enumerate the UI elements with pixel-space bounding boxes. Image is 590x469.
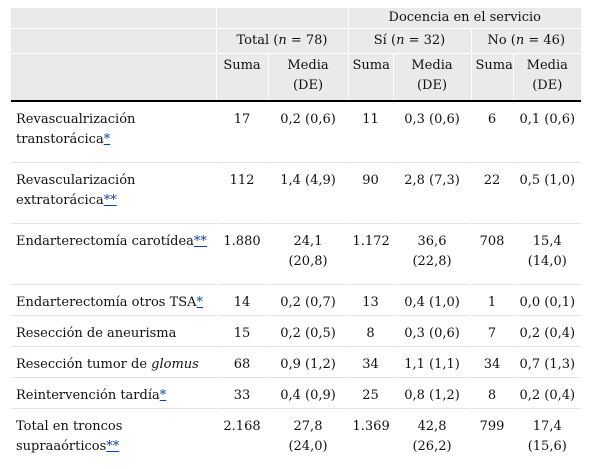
footnote-link[interactable]: ** (194, 234, 207, 249)
row-label: Endarterectomía carotídea** (11, 224, 216, 285)
footnote-link[interactable]: * (197, 295, 204, 310)
footnote-link[interactable]: ** (106, 439, 119, 454)
si-suma-cell: 25 (348, 378, 393, 409)
header-media: Media(DE) (268, 54, 348, 102)
total-media-cell: 0,9 (1,2) (268, 347, 348, 378)
header-empty-cell (216, 8, 348, 29)
header-empty-cell (11, 8, 216, 29)
total-media-cell: 1,4 (4,9) (268, 163, 348, 224)
total-suma-cell: 17 (216, 101, 268, 163)
si-suma-cell: 13 (348, 285, 393, 316)
si-media-cell: 0,4 (1,0) (393, 285, 471, 316)
row-label: Reintervención tardía* (11, 378, 216, 409)
si-suma-cell: 1.369 (348, 409, 393, 469)
header-empty-cell (11, 29, 216, 54)
footnote-link[interactable]: * (104, 132, 111, 147)
no-suma-cell: 708 (471, 224, 513, 285)
si-media-cell: 0,8 (1,2) (393, 378, 471, 409)
header-row-group: Docencia en el servicio (11, 8, 581, 29)
no-media-cell: 0,0 (0,1) (513, 285, 581, 316)
si-media-cell: 42,8 (26,2) (393, 409, 471, 469)
header-media: Media(DE) (513, 54, 581, 102)
total-media-cell: 0,2 (0,6) (268, 101, 348, 163)
total-suma-cell: 2.168 (216, 409, 268, 469)
no-media-cell: 17,4 (15,6) (513, 409, 581, 469)
no-suma-cell: 1 (471, 285, 513, 316)
si-media-cell: 0,3 (0,6) (393, 101, 471, 163)
footnote-link[interactable]: * (160, 388, 167, 403)
row-label: Revascualrización transtorácica* (11, 101, 216, 163)
no-media-cell: 0,2 (0,4) (513, 378, 581, 409)
no-media-cell: 0,5 (1,0) (513, 163, 581, 224)
total-media-cell: 0,2 (0,5) (268, 316, 348, 347)
si-media-cell: 1,1 (1,1) (393, 347, 471, 378)
row-label: Endarterectomía otros TSA* (11, 285, 216, 316)
no-media-cell: 0,7 (1,3) (513, 347, 581, 378)
footnote-link[interactable]: ** (104, 193, 117, 208)
total-media-cell: 24,1 (20,8) (268, 224, 348, 285)
header-suma: Suma (216, 54, 268, 102)
si-media-cell: 0,3 (0,6) (393, 316, 471, 347)
no-media-cell: 0,1 (0,6) (513, 101, 581, 163)
total-media-cell: 0,4 (0,9) (268, 378, 348, 409)
total-media-cell: 27,8 (24,0) (268, 409, 348, 469)
header-row-measures: Suma Media(DE) Suma Media(DE) Suma Media… (11, 54, 581, 102)
total-suma-cell: 112 (216, 163, 268, 224)
total-suma-cell: 15 (216, 316, 268, 347)
si-media-cell: 36,6 (22,8) (393, 224, 471, 285)
no-suma-cell: 7 (471, 316, 513, 347)
header-no-label: No (n = 46) (471, 29, 581, 54)
header-row-totals: Total (n = 78) Sí (n = 32) No (n = 46) (11, 29, 581, 54)
header-media: Media(DE) (393, 54, 471, 102)
row-label: Resección tumor de glomus (11, 347, 216, 378)
header-suma: Suma (348, 54, 393, 102)
si-suma-cell: 8 (348, 316, 393, 347)
si-media-cell: 2,8 (7,3) (393, 163, 471, 224)
si-suma-cell: 11 (348, 101, 393, 163)
total-suma-cell: 33 (216, 378, 268, 409)
no-suma-cell: 799 (471, 409, 513, 469)
header-total-label: Total (n = 78) (216, 29, 348, 54)
no-suma-cell: 34 (471, 347, 513, 378)
si-suma-cell: 90 (348, 163, 393, 224)
si-suma-cell: 34 (348, 347, 393, 378)
no-suma-cell: 22 (471, 163, 513, 224)
header-suma: Suma (471, 54, 513, 102)
header-group-label: Docencia en el servicio (348, 8, 581, 29)
total-media-cell: 0,2 (0,7) (268, 285, 348, 316)
no-media-cell: 0,2 (0,4) (513, 316, 581, 347)
header-empty-cell (11, 54, 216, 102)
results-table-container: Docencia en el servicio Total (n = 78) S… (11, 8, 581, 469)
total-suma-cell: 14 (216, 285, 268, 316)
row-label: Revascularización extratorácica** (11, 163, 216, 224)
si-suma-cell: 1.172 (348, 224, 393, 285)
no-suma-cell: 8 (471, 378, 513, 409)
results-table: Docencia en el servicio Total (n = 78) S… (11, 8, 581, 469)
header-si-label: Sí (n = 32) (348, 29, 471, 54)
total-suma-cell: 1.880 (216, 224, 268, 285)
total-suma-cell: 68 (216, 347, 268, 378)
no-suma-cell: 6 (471, 101, 513, 163)
no-media-cell: 15,4 (14,0) (513, 224, 581, 285)
row-label: Resección de aneurisma (11, 316, 216, 347)
row-label: Total en troncos supraaórticos** (11, 409, 216, 469)
